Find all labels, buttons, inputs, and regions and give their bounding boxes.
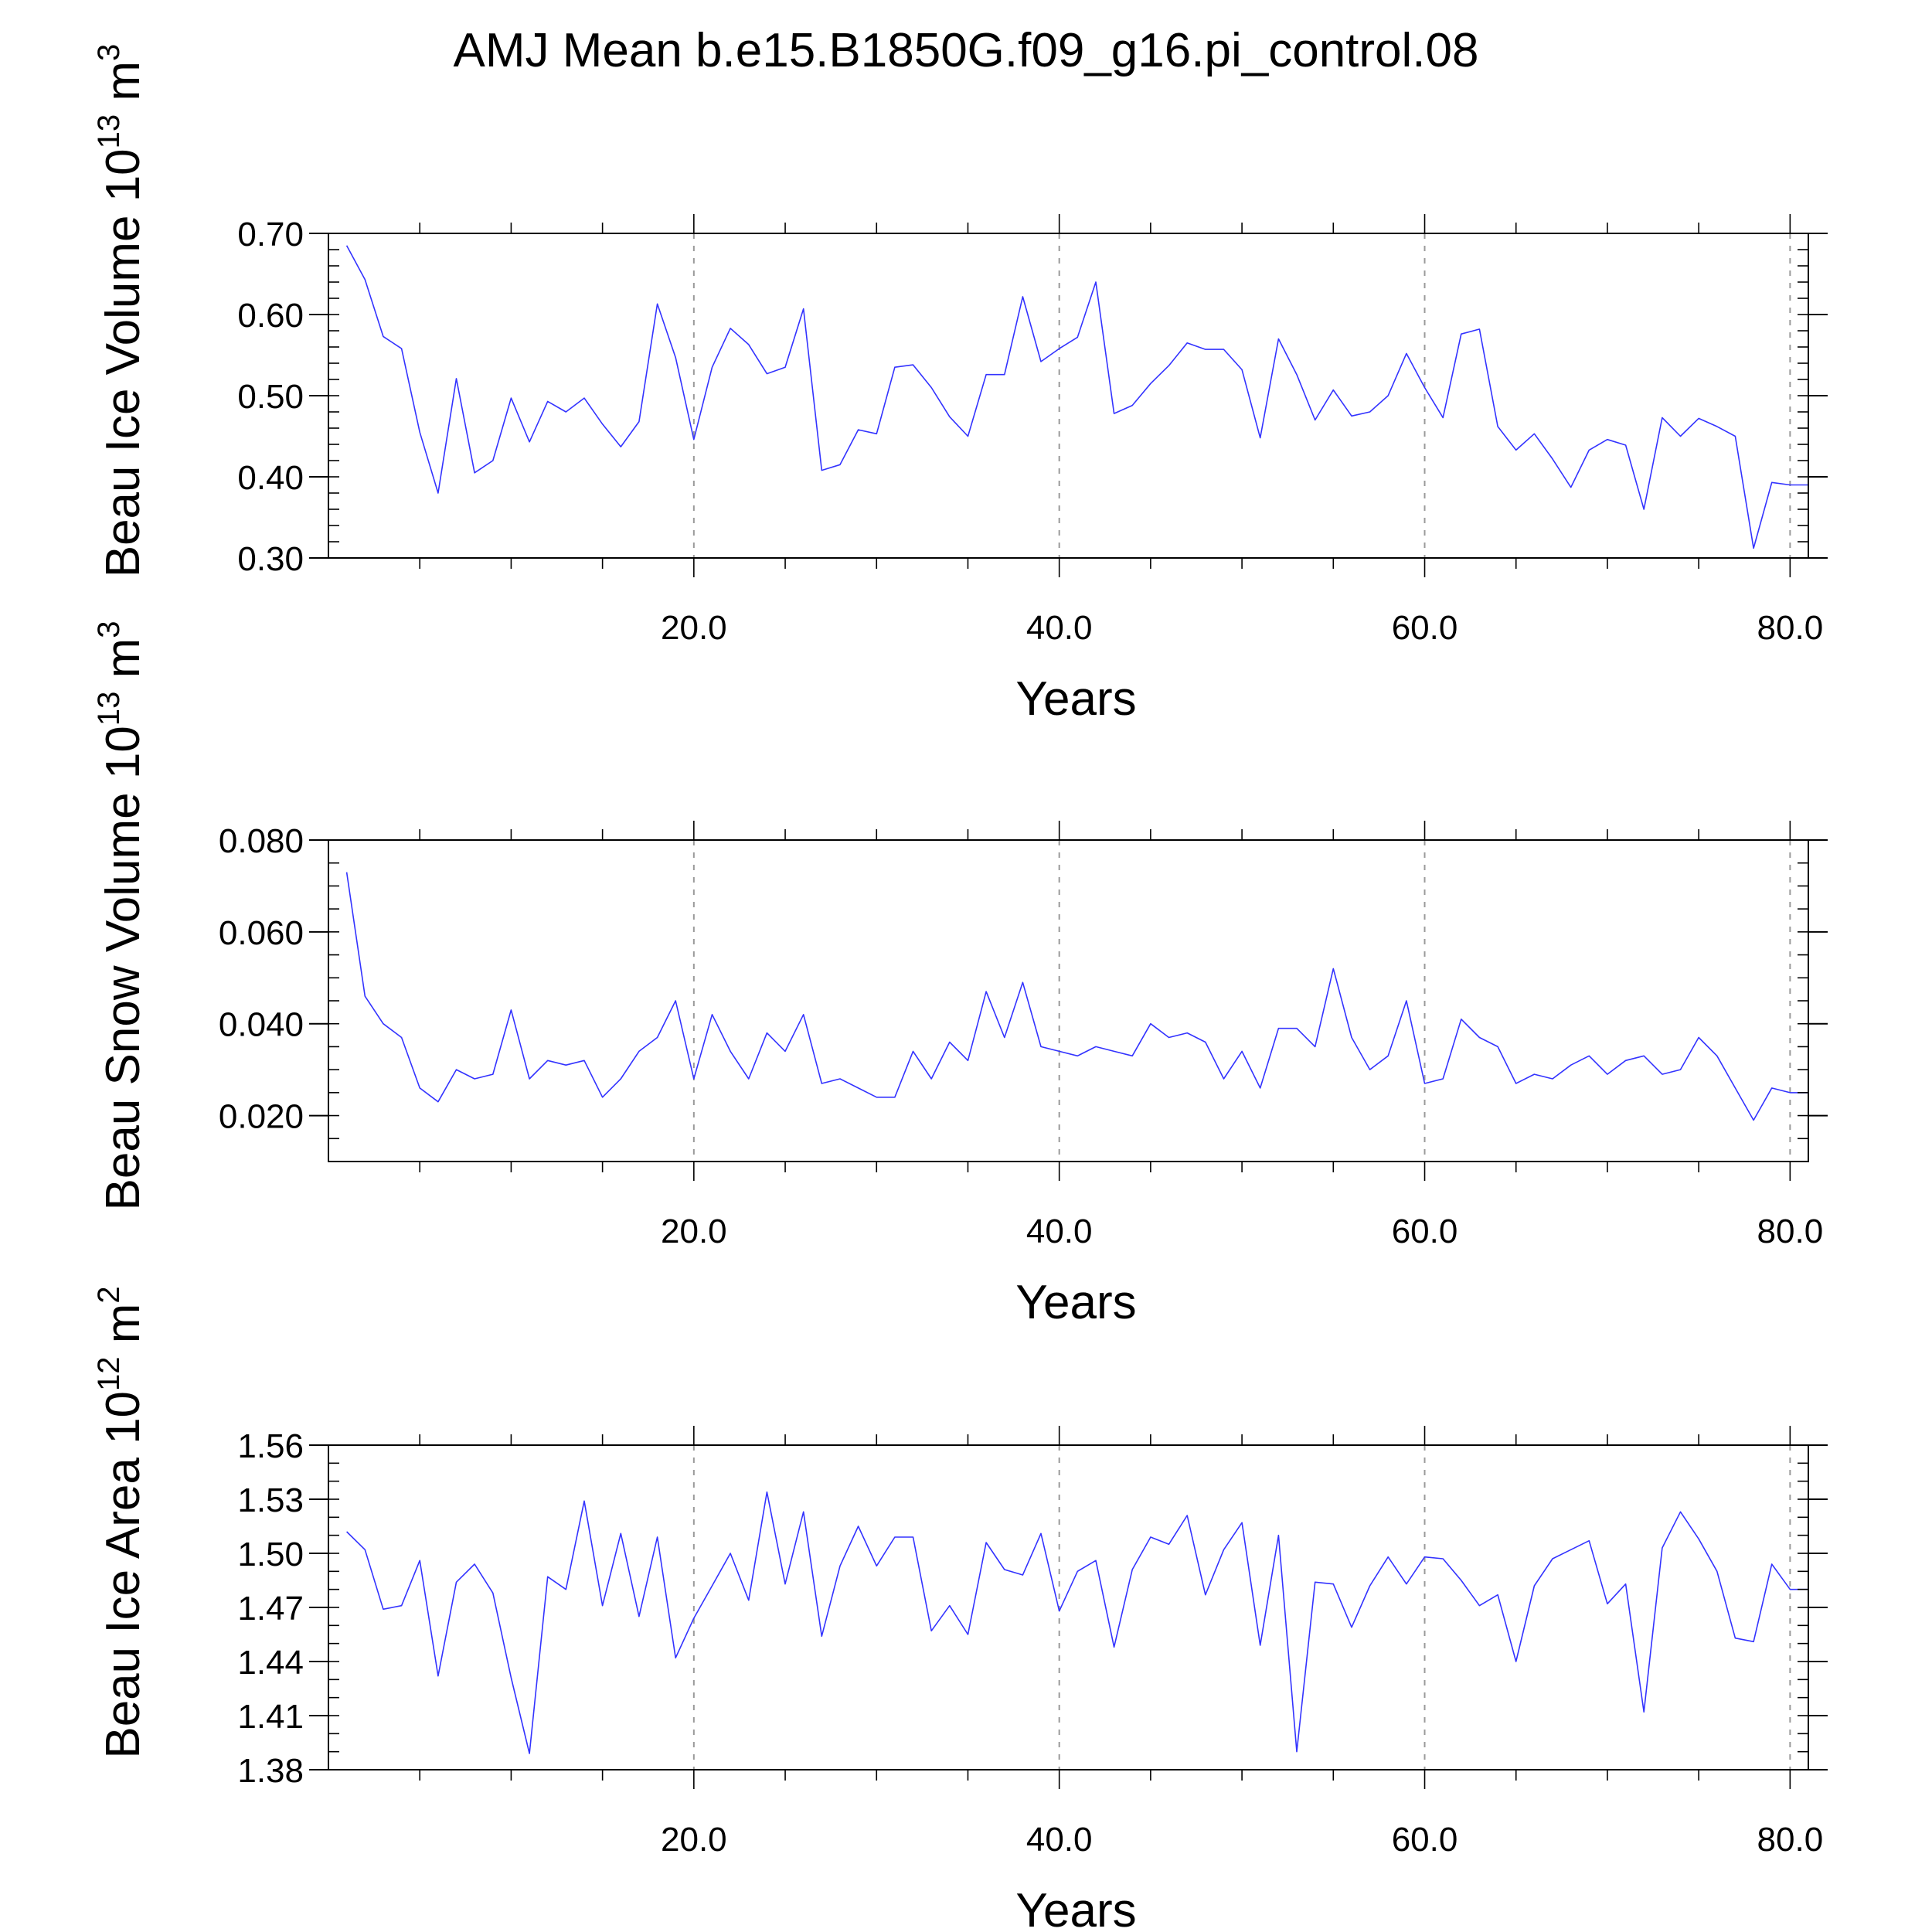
plot-frame [328,233,1809,559]
y-tick-label: 1.47 [237,1590,304,1628]
y-tick-label: 0.080 [219,822,304,860]
y-axis-label-unit: m [97,61,150,114]
y-axis-label-exponent: 13 [92,692,126,726]
y-axis-label-text: Beau Snow Volume 10 [97,726,150,1210]
chart-panel-1: 0.30 0.40 0.50 0.60 0.70 20.0 40.0 60.0 80.0 Year… [92,44,1828,726]
y-axis-label-text: Beau Ice Area 10 [97,1391,150,1759]
x-axis-label: Years [1015,672,1136,726]
x-tick-label: 40.0 [1026,1213,1093,1250]
y-tick-label: 1.38 [237,1752,304,1790]
x-tick-label: 20.0 [661,1821,727,1859]
y-axis-label-exponent: 12 [92,1356,126,1391]
x-tick-label: 60.0 [1392,609,1458,647]
figure-title: AMJ Mean b.e15.B1850G.f09_g16.pi_control… [453,24,1479,77]
y-tick-label: 1.41 [237,1698,304,1736]
y-axis-label-unit-exponent: 3 [92,44,126,61]
x-tick-label: 80.0 [1757,609,1824,647]
y-axis-label-unit: m [97,1304,150,1357]
x-tick-label: 20.0 [661,1213,727,1250]
y-tick-label: 0.30 [237,540,304,578]
y-tick-label: 0.040 [219,1006,304,1044]
y-tick-label: 0.70 [237,216,304,253]
y-axis-label-exponent: 13 [92,114,126,149]
y-tick-label: 1.50 [237,1536,304,1573]
plot-frame [328,839,1809,1162]
y-tick-label: 0.60 [237,297,304,335]
y-axis-label: Beau Snow Volume 1013 m3 [92,621,150,1211]
x-tick-label: 60.0 [1392,1213,1458,1250]
x-tick-label: 60.0 [1392,1821,1458,1859]
y-tick-label: 0.40 [237,459,304,497]
y-tick-label: 0.020 [219,1098,304,1136]
y-tick-label: 1.56 [237,1427,304,1465]
y-tick-label: 1.44 [237,1644,304,1682]
chart-panel-3: 1.38 1.41 1.44 1.47 1.50 1.53 1.56 20.0 40.0 60.0… [92,1286,1828,1932]
x-tick-label: 40.0 [1026,1821,1093,1859]
y-axis-label-text: Beau Ice Volume 10 [97,148,150,577]
y-tick-label: 0.50 [237,378,304,416]
y-axis-label: Beau Ice Volume 1013 m3 [92,44,150,578]
y-axis-label-unit-exponent: 3 [92,621,126,638]
y-tick-label: 0.060 [219,914,304,952]
plot-frame [328,1444,1809,1770]
x-tick-label: 80.0 [1757,1821,1824,1859]
data-line [345,245,1808,549]
x-tick-label: 40.0 [1026,609,1093,647]
data-line [345,872,1808,1121]
y-axis-label-unit: m [97,638,150,692]
y-tick-label: 1.53 [237,1481,304,1519]
x-axis-label: Years [1015,1884,1136,1932]
x-tick-label: 20.0 [661,609,727,647]
data-line [346,1491,1808,1754]
y-axis-label-unit-exponent: 2 [92,1286,126,1303]
x-tick-label: 80.0 [1757,1213,1824,1250]
chart-panel-2: 0.020 0.040 0.060 0.080 20.0 40.0 60.0 80.0 Year… [92,621,1828,1329]
x-axis-label: Years [1015,1276,1136,1329]
y-axis-label: Beau Ice Area 1012 m2 [92,1286,150,1758]
